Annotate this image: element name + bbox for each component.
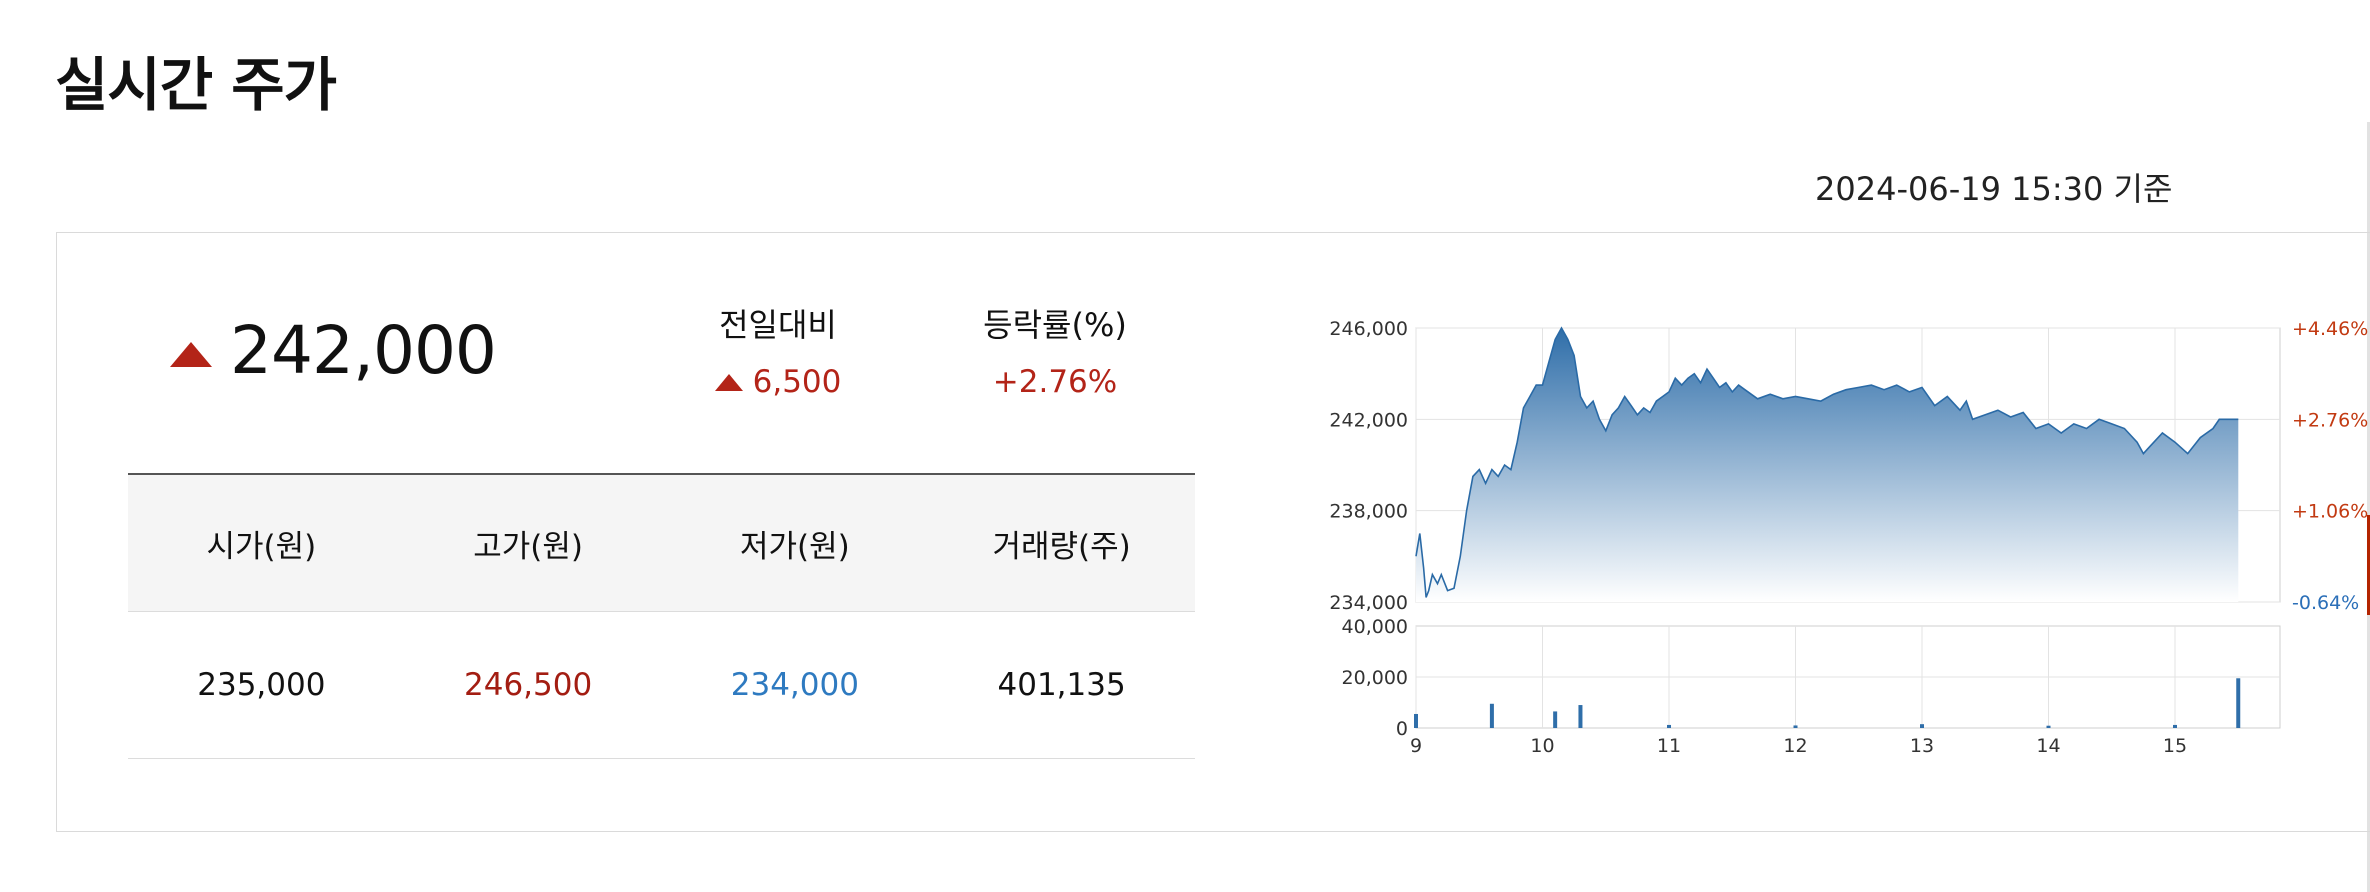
volume-bar <box>1414 713 1418 728</box>
x-tick-label: 11 <box>1657 735 1681 757</box>
up-arrow-icon <box>714 373 743 391</box>
rate-value: +2.76% <box>992 364 1118 400</box>
volume-bar <box>1553 711 1558 728</box>
intraday-chart: 246,000 +4.46% 242,000 +2.76% 238,000 +1.06% 2… <box>1318 310 2370 780</box>
stats-value-row: 235,000 246,500 234,000 401,135 <box>128 612 1195 759</box>
price-tick-label: 238,000 <box>1329 501 1408 523</box>
stats-header-row: 시가(원) 고가(원) 저가(원) 거래량(주) <box>128 475 1195 612</box>
price-line <box>1415 326 2239 598</box>
price-tick-label: 234,000 <box>1329 592 1408 614</box>
rate-tick-label: +4.46% <box>2292 318 2368 340</box>
volume-bar <box>1793 725 1798 728</box>
rate-block: 등락률(%) +2.76% <box>960 300 1150 400</box>
right-accent-marker <box>2367 515 2370 615</box>
current-price-value: 242,000 <box>230 312 497 389</box>
rate-tick-label: -0.64% <box>2292 592 2359 614</box>
intraday-chart-svg: 246,000 +4.46% 242,000 +2.76% 238,000 +1.06% 2… <box>1329 318 2368 757</box>
volume-bar <box>2173 724 2178 728</box>
x-tick-label: 9 <box>1410 735 1422 757</box>
x-tick-label: 14 <box>2036 735 2060 757</box>
price-tick-label: 246,000 <box>1329 318 1408 340</box>
volume-bar <box>1489 703 1494 728</box>
x-tick-label: 15 <box>2163 735 2187 757</box>
volume-bar <box>1920 724 1925 728</box>
volume-bar <box>1578 705 1583 728</box>
stock-info-card <box>56 232 2370 832</box>
volume-bar <box>2236 678 2241 728</box>
volume-tick-label: 40,000 <box>1342 616 1408 638</box>
up-arrow-icon <box>170 342 212 367</box>
x-tick-label: 13 <box>1910 735 1934 757</box>
header-high: 고가(원) <box>473 528 583 565</box>
value-volume: 401,135 <box>997 667 1126 703</box>
header-volume: 거래량(주) <box>992 528 1131 565</box>
change-label: 전일대비 <box>719 306 837 344</box>
volume-tick-label: 20,000 <box>1342 667 1408 689</box>
right-scroll-edge <box>2367 122 2370 892</box>
x-tick-label: 12 <box>1783 735 1807 757</box>
value-high: 246,500 <box>464 667 593 703</box>
change-value-row: 6,500 <box>688 364 868 400</box>
page-title: 실시간 주가 <box>55 51 337 119</box>
x-tick-label: 10 <box>1530 735 1554 757</box>
current-price: 242,000 <box>170 312 497 389</box>
header-open: 시가(원) <box>206 528 317 565</box>
change-block: 전일대비 6,500 <box>688 300 868 400</box>
timestamp-label: 2024-06-19 15:30 기준 <box>1815 170 2173 208</box>
volume-bar <box>1667 724 1672 728</box>
change-value: 6,500 <box>752 364 842 400</box>
price-tick-label: 242,000 <box>1329 409 1408 431</box>
value-low: 234,000 <box>730 667 859 703</box>
rate-tick-label: +2.76% <box>2292 409 2368 431</box>
price-stats-table: 시가(원) 고가(원) 저가(원) 거래량(주) 235,000 246,500… <box>128 473 1195 759</box>
volume-bar <box>2046 725 2051 728</box>
volume-tick-label: 0 <box>1396 718 1408 740</box>
value-open: 235,000 <box>197 667 326 703</box>
rate-label: 등락률(%) <box>983 306 1127 344</box>
rate-tick-label: +1.06% <box>2292 501 2368 523</box>
price-area-fill <box>1416 328 2239 602</box>
header-low: 저가(원) <box>740 528 850 565</box>
